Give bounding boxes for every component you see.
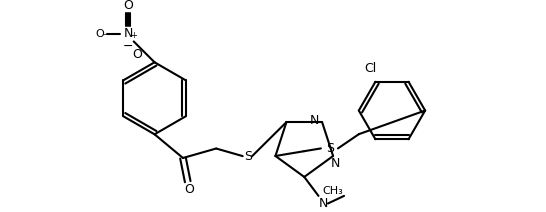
Text: CH₃: CH₃ — [322, 186, 343, 196]
Text: Cl: Cl — [365, 62, 377, 75]
Text: N: N — [318, 197, 328, 210]
Text: +: + — [130, 31, 137, 40]
Text: N: N — [123, 27, 133, 40]
Text: O: O — [185, 183, 194, 196]
Text: O: O — [123, 0, 133, 12]
Text: O: O — [95, 29, 104, 39]
Text: S: S — [245, 150, 252, 163]
Text: S: S — [327, 142, 334, 155]
Text: N: N — [330, 157, 340, 170]
Text: O: O — [133, 48, 143, 61]
Text: $^-$: $^-$ — [101, 33, 110, 43]
Text: N: N — [310, 114, 319, 127]
Text: $-$: $-$ — [122, 39, 134, 52]
